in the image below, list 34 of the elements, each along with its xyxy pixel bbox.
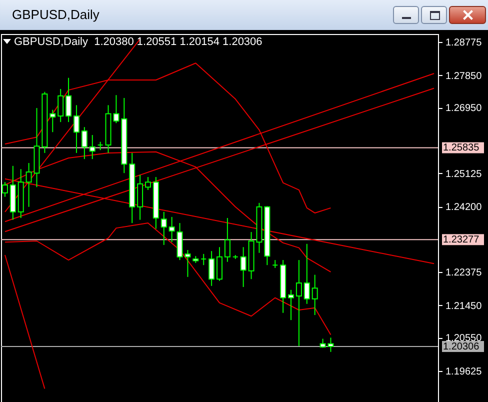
y-tick-label: 1.28775 (446, 38, 482, 49)
y-tick-label: 1.24200 (446, 202, 482, 213)
ref-line-label: 1.23277 (443, 234, 480, 246)
candlestick (58, 88, 64, 123)
y-tick-label: 1.27850 (446, 70, 482, 82)
candlestick (73, 104, 80, 154)
candlestick (216, 246, 222, 282)
candlestick (144, 176, 151, 190)
candlestick (224, 218, 230, 262)
line-series (4, 222, 332, 336)
candlestick (26, 162, 32, 208)
y-tick-label: 1.19625 (446, 366, 482, 378)
candlestick (81, 126, 88, 160)
candlestick (50, 109, 56, 133)
candlestick (160, 211, 167, 246)
chart-subtitle: GBPUSD,Daily 1.20380 1.20551 1.20154 1.20306 (14, 36, 262, 48)
candlestick (208, 250, 215, 286)
candlestick (168, 216, 175, 243)
candlestick (312, 274, 318, 316)
ref-line-label: 1.25835 (443, 142, 480, 154)
candlestick (89, 134, 96, 160)
candlestick (304, 243, 310, 304)
candlestick (200, 253, 207, 266)
y-tick-label: 1.22375 (446, 268, 482, 279)
candlestick (296, 260, 302, 346)
y-tick-label: 1.25125 (446, 168, 482, 180)
candlestick (137, 174, 144, 220)
candlestick (66, 77, 72, 123)
y-tick-label: 1.26950 (446, 103, 482, 114)
candlestick (288, 289, 294, 321)
y-tick-label: 1.21450 (446, 300, 482, 312)
chart-title: GBPUSD,Daily (12, 7, 100, 22)
ref-line-label: 1.20306 (443, 341, 480, 352)
candlestick (240, 246, 246, 288)
